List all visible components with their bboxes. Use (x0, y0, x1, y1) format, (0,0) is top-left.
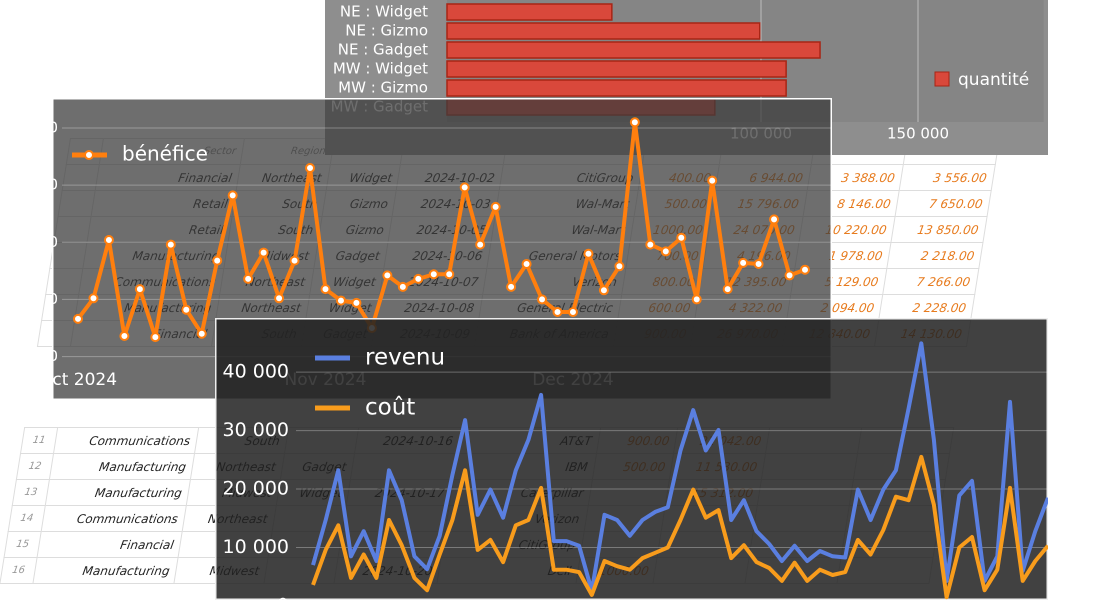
point-marker (274, 293, 285, 304)
y-tick-label: 40 000 (223, 361, 289, 383)
table-cell: Manufacturing (45, 479, 191, 506)
table-cell: Communications (41, 505, 187, 532)
table-cell: 11 (20, 427, 58, 454)
point-marker (289, 255, 300, 266)
y-tick-label: NE : Gizmo (345, 22, 428, 40)
y-tick-label: 10 000 (52, 233, 58, 251)
bar (446, 22, 761, 40)
point-marker (212, 255, 223, 266)
point-marker (583, 248, 594, 259)
point-marker (258, 247, 269, 258)
table-cell: 14 (8, 505, 46, 532)
point-marker (181, 304, 192, 315)
point-marker (521, 259, 532, 269)
series-line (311, 454, 1048, 600)
point-marker (660, 246, 671, 257)
table-cell: 13 850.00 (891, 216, 988, 243)
point-marker (475, 239, 486, 250)
y-tick-label: 15 000 (52, 176, 58, 194)
point-marker (103, 235, 114, 245)
legend-label: quantité (958, 70, 1029, 90)
table-cell: 2 218.00 (886, 242, 983, 269)
y-tick-label: NE : Gadget (338, 41, 428, 59)
point-marker (150, 332, 161, 343)
point-marker (506, 281, 517, 292)
point-marker (335, 295, 346, 306)
point-marker (305, 163, 316, 173)
point-marker (784, 270, 795, 281)
series-line (311, 341, 1048, 593)
point-marker (707, 175, 718, 186)
point-marker (598, 285, 609, 296)
point-marker (88, 293, 99, 304)
point-marker (382, 270, 393, 281)
table-cell: Communications (53, 427, 199, 454)
y-tick-label: 5 000 (52, 290, 58, 308)
table-cell: 13 (12, 479, 50, 506)
y-tick-label: MW : Widget (333, 60, 428, 78)
point-marker (444, 269, 455, 280)
point-marker (614, 261, 625, 272)
table-cell: 2 228.00 (878, 294, 975, 321)
point-marker (645, 239, 656, 250)
point-marker (629, 117, 640, 128)
point-marker (397, 281, 408, 292)
y-tick-label: 10 000 (223, 536, 289, 558)
point-marker (243, 273, 254, 284)
y-tick-label: 30 000 (223, 419, 289, 441)
bar (446, 41, 821, 59)
point-marker (552, 307, 563, 317)
y-tick-label: MW : Gizmo (338, 79, 428, 97)
point-marker (320, 284, 331, 295)
point-marker (691, 294, 702, 305)
point-marker (351, 297, 362, 308)
point-marker (119, 331, 130, 341)
point-marker (753, 259, 764, 269)
point-marker (537, 294, 548, 305)
point-marker (722, 284, 733, 295)
point-marker (676, 232, 687, 243)
legend-label: revenu (365, 345, 445, 371)
point-marker (800, 264, 810, 275)
table-cell: 7 650.00 (895, 190, 992, 217)
point-marker (428, 269, 439, 280)
legend-label: coût (365, 395, 415, 421)
bar (446, 60, 787, 78)
point-marker (196, 328, 207, 339)
point-marker (73, 313, 83, 324)
y-tick-label: 0 (52, 347, 58, 365)
table-cell: 16 (0, 557, 38, 584)
point-marker (459, 182, 470, 193)
bar (446, 3, 613, 21)
legend-label: bénéfice (122, 142, 208, 166)
legend-swatch (934, 71, 950, 87)
table-cell: 3 556.00 (899, 164, 996, 191)
y-tick-label: NE : Widget (340, 3, 428, 21)
y-tick-label: 0 (277, 595, 289, 600)
y-tick-label: 20 000 (52, 119, 58, 137)
legend-marker (84, 150, 94, 160)
point-marker (165, 239, 176, 250)
x-tick-label: 150 000 (887, 125, 949, 143)
table-cell: Manufacturing (32, 557, 179, 584)
point-marker (567, 307, 578, 317)
y-tick-label: 20 000 (223, 478, 289, 500)
revenue-chart-panel: 0 10 000 20 000 30 000 40 000 revenu coût (215, 318, 1048, 600)
point-marker (738, 257, 749, 268)
table-cell: 7 266.00 (882, 268, 979, 295)
point-marker (490, 201, 501, 212)
table-cell: 12 (16, 453, 54, 480)
table-cell: Manufacturing (49, 453, 195, 480)
table-cell: Financial (37, 531, 183, 558)
table-cell: 15 (4, 531, 42, 558)
point-marker (769, 214, 780, 225)
point-marker (134, 284, 145, 295)
point-marker (227, 190, 238, 201)
bar (446, 79, 787, 97)
x-tick-label: Oct 2024 (52, 370, 117, 390)
point-marker (413, 273, 424, 284)
